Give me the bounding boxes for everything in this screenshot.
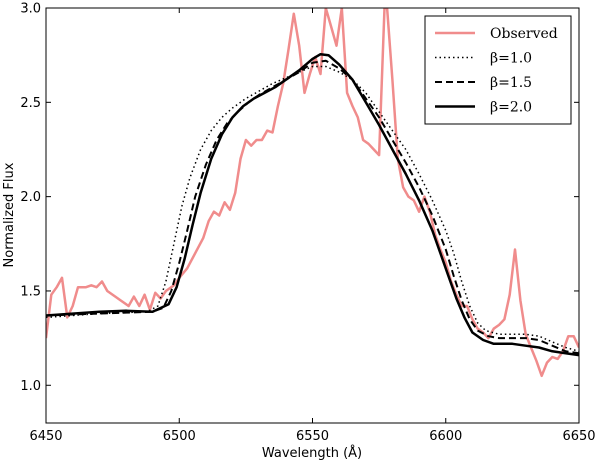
- series-line-beta-1-0: [46, 65, 579, 353]
- x-axis: 6450 6500 6550 6600 6650: [29, 8, 596, 444]
- legend: Observed β=1.0 β=1.5 β=2.0: [424, 15, 572, 125]
- legend-label: Observed: [490, 26, 558, 42]
- series-line-beta-2-0: [46, 52, 579, 357]
- legend-label: β=2.0: [490, 100, 532, 116]
- y-tick-label: 1.5: [20, 284, 41, 299]
- legend-label: β=1.0: [490, 51, 532, 67]
- series-layer: [46, 8, 579, 378]
- y-tick-label: 2.0: [20, 190, 41, 205]
- series-line-observed: [46, 8, 579, 378]
- legend-label: β=1.5: [490, 75, 532, 91]
- x-tick-label: 6500: [163, 429, 196, 444]
- x-axis-label: Wavelength (Å): [262, 445, 362, 461]
- series-line-beta-1-5: [46, 59, 579, 355]
- x-tick-label: 6650: [562, 429, 595, 444]
- y-axis: 1.0 1.5 2.0 2.5 3.0: [20, 2, 579, 394]
- x-tick-label: 6600: [429, 429, 462, 444]
- y-tick-label: 2.5: [20, 96, 41, 111]
- x-tick-label: 6450: [29, 429, 62, 444]
- y-tick-label: 3.0: [20, 2, 41, 17]
- y-tick-label: 1.0: [20, 379, 41, 394]
- x-tick-label: 6550: [296, 429, 329, 444]
- y-axis-label: Normalized Flux: [2, 162, 17, 267]
